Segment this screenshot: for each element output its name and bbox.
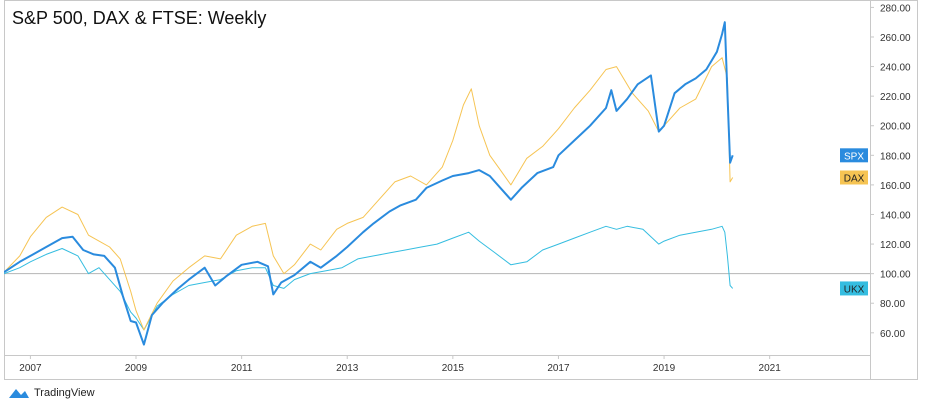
y-tick-label: 260.00 bbox=[880, 33, 911, 44]
y-tick-label: 220.00 bbox=[880, 92, 911, 103]
x-tick-label: 2017 bbox=[547, 363, 570, 374]
y-tick-label: 100.00 bbox=[880, 270, 911, 281]
series-line-dax bbox=[4, 57, 734, 331]
x-tick-label: 2009 bbox=[125, 363, 148, 374]
last-value-tags: SPX DAX UKX bbox=[840, 148, 868, 296]
y-axis: 280.00 260.00 240.00 220.00 200.00 180.00 160.… bbox=[870, 3, 911, 340]
footer: TradingView bbox=[8, 386, 95, 400]
brand-text: TradingView bbox=[34, 387, 95, 399]
last-value-tag-dax: DAX bbox=[840, 170, 868, 185]
x-tick-label: 2021 bbox=[759, 363, 782, 374]
y-tick-label: 280.00 bbox=[880, 3, 911, 14]
last-value-tag-ukx: UKX bbox=[840, 281, 868, 296]
chart-border bbox=[4, 0, 918, 380]
y-tick-label: 120.00 bbox=[880, 240, 911, 251]
y-tick-label: 240.00 bbox=[880, 63, 911, 74]
tag-label: SPX bbox=[844, 151, 864, 162]
chart-frame: 280.00 260.00 240.00 220.00 200.00 180.00 160.… bbox=[4, 0, 918, 380]
tag-background bbox=[840, 148, 868, 163]
x-tick-label: 2007 bbox=[19, 363, 42, 374]
tag-label: UKX bbox=[844, 284, 865, 295]
x-tick-label: 2011 bbox=[231, 363, 253, 374]
x-tick-label: 2015 bbox=[442, 363, 465, 374]
tradingview-logo-icon bbox=[9, 389, 29, 398]
chart-svg: 280.00 260.00 240.00 220.00 200.00 180.00 160.… bbox=[4, 0, 918, 380]
tag-label: DAX bbox=[844, 174, 865, 185]
tag-background bbox=[840, 281, 868, 296]
y-tick-label: 200.00 bbox=[880, 122, 911, 133]
chart-title: S&P 500, DAX & FTSE: Weekly bbox=[12, 8, 266, 28]
y-tick-label: 80.00 bbox=[880, 299, 905, 310]
tag-background bbox=[840, 170, 868, 185]
y-tick-label: 160.00 bbox=[880, 181, 911, 192]
y-tick-label: 180.00 bbox=[880, 151, 911, 162]
last-value-tag-spx: SPX bbox=[840, 148, 868, 163]
series-layer bbox=[4, 21, 734, 346]
x-axis: 2007 2009 2011 2013 2015 2017 2019 2021 bbox=[19, 355, 781, 374]
series-line-spx bbox=[4, 21, 734, 346]
x-tick-label: 2019 bbox=[653, 363, 676, 374]
y-tick-label: 60.00 bbox=[880, 329, 905, 340]
y-tick-label: 140.00 bbox=[880, 210, 911, 221]
x-tick-label: 2013 bbox=[336, 363, 359, 374]
